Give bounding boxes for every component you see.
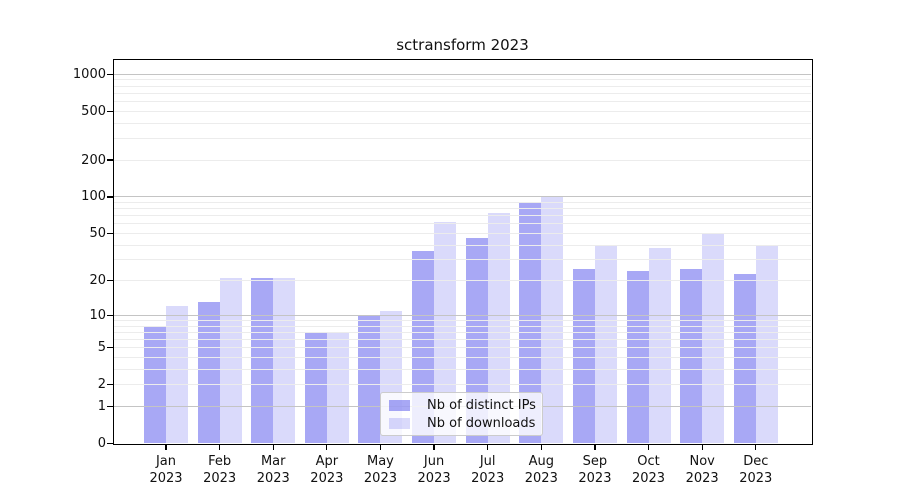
- legend: Nb of distinct IPs Nb of downloads: [380, 392, 543, 436]
- bar-distinct-ips-dec: [733, 273, 756, 444]
- x-tick-mark: [594, 445, 596, 450]
- y-tick-label: 200: [81, 152, 106, 168]
- x-tick-label: Jun 2023: [417, 453, 451, 486]
- bar-distinct-ips-nov: [680, 269, 703, 444]
- gridline-minor: [114, 244, 811, 246]
- y-tick-mark: [106, 280, 113, 282]
- x-tick-mark: [701, 445, 703, 450]
- bar-downloads-jan: [166, 306, 188, 444]
- gridline-minor: [114, 138, 811, 140]
- bar-downloads-oct: [648, 247, 671, 444]
- x-tick-mark: [326, 445, 328, 450]
- y-tick-mark: [106, 232, 113, 235]
- y-tick-label: 10: [89, 307, 106, 323]
- y-tick-mark: [106, 110, 113, 112]
- x-tick-label: Oct 2023: [631, 453, 666, 486]
- gridline-minor: [114, 347, 811, 349]
- y-tick-mark: [106, 384, 113, 386]
- bar-downloads-sep: [594, 246, 617, 444]
- bar-distinct-ips-sep: [572, 269, 595, 444]
- x-tick-label: Aug 2023: [524, 453, 558, 486]
- gridline-minor: [114, 101, 811, 103]
- gridline-minor: [114, 223, 811, 225]
- x-tick-mark: [272, 445, 274, 450]
- y-tick-mark: [106, 405, 113, 408]
- x-tick-mark: [755, 445, 757, 450]
- legend-label-distinct-ips: Nb of distinct IPs: [427, 397, 536, 413]
- gridline-minor: [114, 325, 811, 327]
- y-tick-mark: [106, 159, 113, 161]
- y-tick-label: 2: [97, 377, 106, 393]
- gridline-minor: [114, 208, 811, 210]
- bar-downloads-dec: [755, 245, 778, 444]
- gridline-minor: [114, 259, 811, 261]
- gridline-minor: [114, 215, 811, 217]
- y-tick-mark: [106, 73, 113, 75]
- gridline-minor: [114, 356, 811, 358]
- x-tick-mark: [433, 445, 435, 450]
- y-tick-label: 1: [97, 398, 106, 414]
- bar-distinct-ips-apr: [304, 332, 327, 444]
- y-tick-label: 500: [81, 103, 106, 119]
- x-tick-label: Nov 2023: [685, 453, 719, 486]
- x-tick-label: Feb 2023: [203, 453, 237, 486]
- y-tick-mark: [106, 347, 113, 349]
- gridline-minor: [114, 201, 811, 203]
- x-tick-label: Apr 2023: [310, 453, 344, 486]
- bar-downloads-nov: [702, 234, 725, 444]
- gridline-minor: [114, 319, 811, 321]
- bar-distinct-ips-may: [358, 315, 381, 444]
- gridline-major: [114, 73, 811, 75]
- gridline-minor: [114, 331, 811, 333]
- x-tick-label: Dec 2023: [739, 453, 773, 486]
- gridline-minor: [114, 122, 811, 124]
- chart-title: sctransform 2023: [396, 36, 529, 54]
- x-tick-mark: [647, 445, 650, 450]
- bar-distinct-ips-feb: [197, 302, 220, 444]
- x-tick-mark: [487, 445, 489, 450]
- bar-distinct-ips-aug: [519, 201, 542, 444]
- y-tick-mark: [106, 314, 113, 316]
- bar-distinct-ips-mar: [251, 278, 274, 444]
- y-tick-mark: [106, 196, 113, 198]
- gridline-minor: [114, 384, 811, 386]
- legend-item-distinct-ips: Nb of distinct IPs: [389, 397, 536, 413]
- y-tick-label: 0: [97, 436, 106, 451]
- legend-swatch-downloads: [389, 417, 410, 429]
- x-tick-label: Jul 2023: [471, 453, 505, 486]
- y-tick-label: 50: [89, 225, 106, 241]
- gridline-minor: [114, 339, 811, 340]
- gridline-minor: [114, 280, 811, 282]
- x-tick-label: Jan 2023: [149, 453, 183, 486]
- y-tick-label: 100: [81, 189, 106, 205]
- gridline-minor: [114, 92, 811, 94]
- gridline-minor: [114, 79, 811, 81]
- x-tick-mark: [540, 445, 542, 450]
- legend-item-downloads: Nb of downloads: [389, 415, 536, 431]
- x-tick-label: Sep 2023: [578, 453, 612, 486]
- gridline-minor: [114, 110, 811, 112]
- legend-label-downloads: Nb of downloads: [427, 415, 536, 431]
- bar-downloads-jul: [487, 213, 510, 444]
- gridline-minor: [114, 85, 811, 87]
- bar-downloads-mar: [273, 278, 296, 444]
- gridline-minor: [114, 368, 811, 370]
- y-tick-label: 5: [97, 340, 106, 356]
- bar-downloads-apr: [326, 332, 349, 444]
- gridline-major: [114, 314, 811, 316]
- gridline-minor: [114, 159, 811, 161]
- y-tick-mark: [106, 442, 113, 445]
- gridline-minor: [114, 232, 811, 234]
- x-tick-label: May 2023: [363, 453, 397, 486]
- x-tick-mark: [165, 445, 167, 450]
- x-tick-mark: [379, 445, 382, 450]
- x-tick-label: Mar 2023: [256, 453, 290, 486]
- bar-downloads-feb: [219, 278, 242, 444]
- y-tick-label: 1000: [72, 66, 106, 82]
- x-tick-mark: [218, 445, 221, 450]
- y-tick-label: 20: [89, 273, 106, 289]
- legend-swatch-distinct-ips: [389, 399, 410, 411]
- gridline-major: [114, 196, 811, 198]
